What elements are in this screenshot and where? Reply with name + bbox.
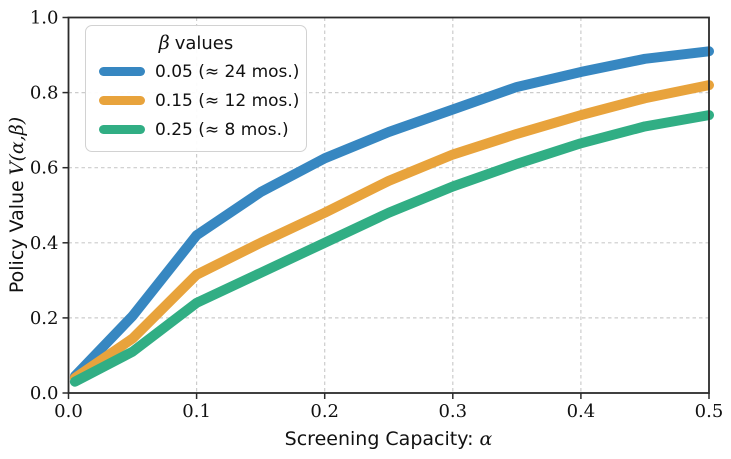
legend-item-label: 0.05 (≈ 24 mos.) bbox=[155, 61, 300, 82]
y-tick-label: 0.8 bbox=[30, 83, 59, 104]
x-axis-label: Screening Capacity: α bbox=[68, 428, 709, 450]
plot-frame bbox=[67, 16, 710, 394]
x-tick-label: 0.1 bbox=[182, 401, 211, 422]
legend-swatch-blue bbox=[99, 67, 145, 76]
y-axis-label: Policy Value V(α,β) bbox=[6, 117, 28, 293]
legend-item: 0.05 (≈ 24 mos.) bbox=[86, 57, 306, 86]
x-axis-label-math: α bbox=[479, 428, 493, 450]
x-tick-label: 0.4 bbox=[567, 401, 596, 422]
y-tick-label: 0.2 bbox=[30, 308, 59, 329]
legend-swatch-orange bbox=[99, 96, 145, 105]
legend-title: β values bbox=[86, 32, 306, 54]
legend-item-label: 0.15 (≈ 12 mos.) bbox=[155, 90, 300, 111]
legend-swatch-green bbox=[99, 125, 145, 134]
legend-box: β values 0.05 (≈ 24 mos.) 0.15 (≈ 12 mos.… bbox=[85, 25, 307, 152]
legend-item-label: 0.25 (≈ 8 mos.) bbox=[155, 119, 289, 140]
legend-title-symbol: β bbox=[158, 32, 170, 54]
x-tick-label: 0.0 bbox=[54, 401, 83, 422]
y-tick-label: 0.0 bbox=[30, 383, 59, 404]
curve-beta-0.05 bbox=[69, 46, 714, 382]
curve-beta-0.15 bbox=[69, 80, 714, 383]
y-axis-label-math: V(α,β) bbox=[6, 116, 28, 176]
x-tick-label: 0.3 bbox=[438, 401, 467, 422]
y-axis-label-text: Policy Value bbox=[6, 180, 28, 294]
y-tick-label: 0.4 bbox=[30, 233, 59, 254]
x-tick-label: 0.2 bbox=[310, 401, 339, 422]
curve-beta-0.25 bbox=[69, 110, 714, 387]
y-tick-label: 1.0 bbox=[30, 8, 59, 29]
x-axis-label-text: Screening Capacity: bbox=[284, 428, 474, 450]
legend-title-text: values bbox=[174, 33, 234, 54]
legend-item: 0.25 (≈ 8 mos.) bbox=[86, 115, 306, 144]
legend-item: 0.15 (≈ 12 mos.) bbox=[86, 86, 306, 115]
x-tick-label: 0.5 bbox=[695, 401, 724, 422]
y-tick-label: 0.6 bbox=[30, 158, 59, 179]
